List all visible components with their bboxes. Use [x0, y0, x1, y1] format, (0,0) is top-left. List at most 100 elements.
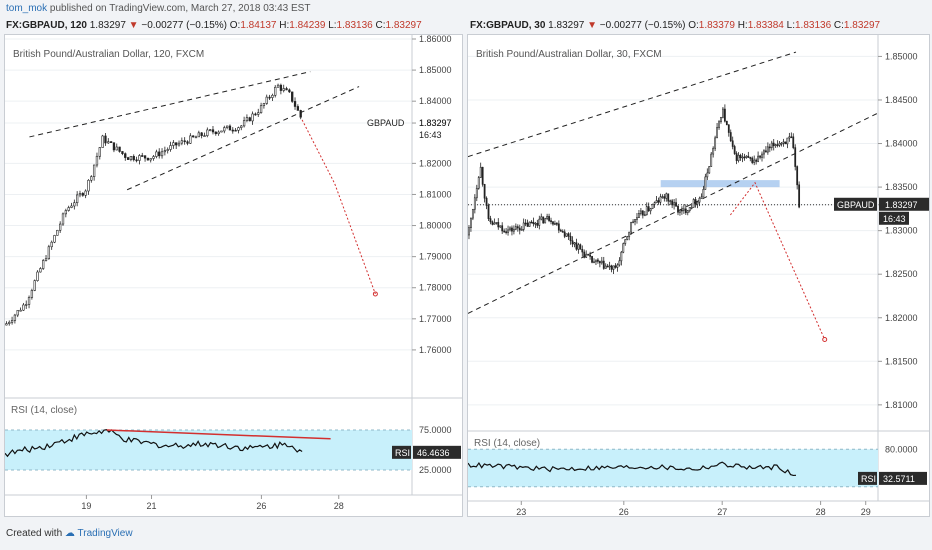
candle-body	[536, 222, 539, 226]
candle-body	[722, 108, 724, 118]
tradingview-link[interactable]: TradingView	[77, 528, 133, 539]
candle-body	[559, 229, 562, 232]
candle-body	[546, 216, 549, 219]
candle-body	[641, 210, 644, 216]
candle-body	[208, 129, 212, 131]
candle-body	[698, 197, 701, 203]
right-chart-svg[interactable]: British Pound/Australian Dollar, 30, FXC…	[467, 35, 929, 517]
candle-body	[618, 260, 621, 266]
candle-body	[285, 88, 288, 91]
candle-body	[293, 101, 297, 107]
candle-body	[569, 235, 572, 242]
candle-body	[714, 137, 717, 149]
candle-body	[177, 142, 181, 146]
candle-body	[575, 242, 578, 250]
candle-body	[716, 127, 718, 139]
candle-body	[581, 249, 584, 253]
chart-title: British Pound/Australian Dollar, 30, FXC…	[476, 49, 662, 60]
right-chart-panel[interactable]: British Pound/Australian Dollar, 30, FXC…	[467, 34, 930, 517]
projection-arrow-head	[372, 291, 378, 297]
candle-body	[780, 142, 783, 145]
time-tick-label: 19	[81, 501, 91, 511]
candle-body	[782, 141, 785, 144]
time-tick-label: 28	[334, 501, 344, 511]
candle-body	[550, 220, 552, 223]
candle-body	[708, 166, 711, 174]
candle-body	[44, 258, 48, 261]
projection-arrow-head	[822, 337, 828, 343]
author-link[interactable]: tom_mok	[6, 3, 48, 14]
candle-body	[129, 155, 133, 160]
candle-body	[712, 147, 715, 155]
candle-body	[76, 194, 79, 204]
candle-body	[475, 188, 478, 199]
candle-body	[13, 314, 17, 321]
candle-body	[563, 231, 566, 237]
candle-body	[561, 231, 564, 233]
candle-body	[530, 221, 533, 224]
rsi-level-label: 80.0000	[885, 444, 918, 454]
candle-body	[183, 140, 186, 143]
candle-body	[107, 141, 110, 144]
candle-body	[597, 259, 599, 262]
left-open: 1.84137	[240, 20, 277, 31]
candle-body	[630, 221, 633, 233]
candle-body	[81, 193, 84, 196]
candle-body	[87, 179, 90, 192]
candle-body	[169, 145, 172, 150]
candle-body	[755, 159, 758, 162]
candle-body	[42, 260, 45, 269]
candle-body	[237, 127, 240, 131]
candle-body	[747, 155, 750, 158]
candle-body	[634, 219, 636, 223]
candle-body	[723, 108, 726, 122]
symbol-label: GBPAUD	[367, 118, 405, 128]
right-change: −0.00277 (−0.15%)	[599, 20, 686, 31]
candle-body	[8, 321, 11, 324]
candle-body	[92, 164, 96, 177]
candle-body	[573, 242, 576, 245]
candle-body	[524, 222, 527, 225]
candle-body	[518, 227, 521, 231]
candle-body	[532, 221, 535, 225]
candle-body	[745, 155, 748, 158]
candle-body	[163, 150, 167, 153]
candle-body	[95, 155, 99, 166]
footer: Created with ☁ TradingView	[6, 528, 133, 539]
candle-body	[240, 125, 243, 128]
rsi-label: RSI (14, close)	[11, 405, 77, 416]
candle-body	[25, 304, 28, 306]
countdown-label: 16:43	[419, 130, 442, 140]
candle-body	[608, 265, 611, 268]
candle-body	[70, 205, 73, 208]
right-low: 1.83136	[794, 20, 832, 31]
candle-body	[489, 218, 492, 223]
candle-body	[499, 225, 502, 228]
candle-body	[90, 176, 93, 181]
candle-body	[772, 142, 775, 147]
candle-body	[790, 136, 793, 139]
left-chart-panel[interactable]: British Pound/Australian Dollar, 120, FX…	[4, 34, 463, 517]
price-tick-label: 1.84500	[885, 95, 918, 105]
candle-body	[655, 200, 658, 204]
candle-body	[132, 155, 135, 161]
candle-body	[39, 268, 42, 273]
candle-body	[50, 241, 53, 248]
candle-body	[192, 135, 195, 138]
candle-body	[624, 239, 627, 244]
candle-body	[470, 217, 472, 228]
price-tick-label: 1.84000	[419, 96, 452, 106]
candle-body	[786, 137, 789, 145]
price-tick-label: 1.78000	[419, 283, 452, 293]
candle-body	[686, 210, 689, 214]
left-chart-svg[interactable]: British Pound/Australian Dollar, 120, FX…	[4, 34, 462, 516]
candle-body	[583, 251, 586, 258]
candle-body	[671, 200, 674, 206]
candle-body	[571, 240, 574, 245]
candle-body	[146, 157, 150, 161]
rsi-line	[467, 461, 797, 477]
candle-body	[657, 200, 660, 203]
time-tick-label: 28	[816, 507, 826, 516]
candle-body	[56, 229, 59, 236]
rsi-value-label: 32.5711	[883, 474, 915, 484]
